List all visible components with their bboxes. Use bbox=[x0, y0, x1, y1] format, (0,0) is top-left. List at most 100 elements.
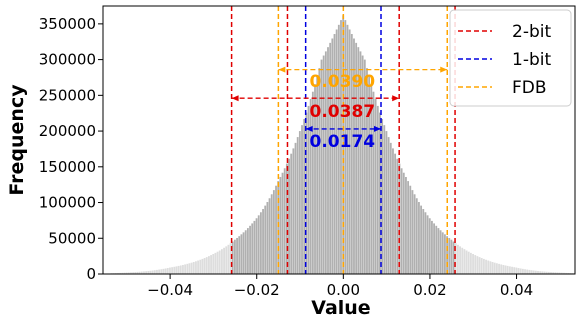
1-bit-arrowhead-right bbox=[374, 125, 382, 132]
histogram-bars bbox=[110, 15, 574, 275]
histogram-bar bbox=[424, 212, 427, 274]
histogram-bar bbox=[158, 269, 161, 274]
histogram-bar bbox=[482, 258, 485, 274]
histogram-bar bbox=[348, 29, 351, 274]
y-axis-title: Frequency bbox=[6, 84, 28, 196]
histogram-bar bbox=[182, 264, 184, 274]
histogram-bar bbox=[236, 237, 238, 274]
histogram-bar bbox=[212, 253, 215, 274]
histogram-bar bbox=[467, 251, 470, 274]
x-axis-ticks: −0.04 −0.02 0.00 0.02 0.04 bbox=[147, 274, 533, 299]
y-tick-label: 50000 bbox=[48, 229, 96, 247]
histogram-bar bbox=[329, 42, 332, 275]
histogram-bar bbox=[392, 148, 394, 274]
histogram-bar bbox=[402, 172, 405, 274]
histogram-bar bbox=[216, 251, 219, 274]
histogram-bar bbox=[372, 91, 375, 274]
histogram-bar bbox=[366, 68, 368, 275]
1-bit-arrowhead-left bbox=[305, 125, 313, 132]
histogram-bar bbox=[444, 234, 446, 274]
histogram-bar bbox=[552, 272, 555, 274]
histogram-bar bbox=[257, 215, 260, 274]
histogram-bar bbox=[231, 241, 234, 274]
histogram-bar bbox=[143, 271, 145, 274]
histogram-bar bbox=[151, 270, 154, 274]
histogram-bar bbox=[485, 259, 487, 274]
FDB-arrowhead-right bbox=[440, 66, 448, 73]
histogram-bar bbox=[450, 239, 453, 274]
histogram-bar bbox=[130, 272, 132, 274]
histogram-bar bbox=[316, 76, 319, 274]
histogram-bar bbox=[461, 247, 464, 274]
range-arrows bbox=[231, 66, 448, 132]
histogram-bar bbox=[409, 185, 412, 274]
histogram-bar bbox=[294, 142, 297, 274]
histogram-bar bbox=[205, 257, 208, 274]
histogram-bar bbox=[153, 270, 156, 274]
histogram-bar bbox=[117, 272, 119, 274]
histogram-bar bbox=[262, 209, 264, 274]
histogram-bar bbox=[268, 198, 271, 274]
histogram-bar bbox=[472, 253, 474, 274]
histogram-bar bbox=[127, 272, 130, 274]
histogram-bar bbox=[119, 272, 122, 274]
histogram-bar bbox=[138, 271, 141, 274]
histogram-bar bbox=[528, 269, 531, 274]
histogram-bar bbox=[171, 267, 174, 274]
histogram-bar bbox=[125, 272, 128, 274]
histogram-bar bbox=[279, 177, 282, 274]
histogram-bar bbox=[411, 190, 414, 274]
histogram-bar bbox=[556, 272, 559, 274]
histogram-bar bbox=[136, 271, 139, 274]
histogram-bar bbox=[322, 55, 325, 274]
range-labels: 0.0387 0.0174 0.0390 bbox=[310, 72, 376, 152]
histogram-bar bbox=[480, 258, 483, 274]
histogram-bar bbox=[541, 271, 544, 274]
histogram-bar bbox=[307, 105, 310, 275]
histogram-bar bbox=[439, 230, 442, 274]
histogram-bar bbox=[275, 185, 277, 274]
histogram-bar bbox=[244, 230, 247, 274]
histogram-bar bbox=[298, 131, 301, 274]
histogram-bar bbox=[418, 202, 420, 274]
histogram-bar bbox=[227, 244, 230, 274]
histogram-bar bbox=[487, 260, 490, 274]
histogram-bar bbox=[359, 51, 362, 274]
x-tick-label: −0.02 bbox=[234, 281, 280, 299]
histogram-bar bbox=[560, 272, 563, 274]
histogram-bar bbox=[396, 158, 399, 274]
histogram-bar bbox=[363, 59, 366, 274]
histogram-bar bbox=[563, 272, 565, 274]
histogram-bar bbox=[184, 264, 187, 274]
histogram-bar bbox=[266, 202, 269, 274]
histogram-bar bbox=[420, 205, 423, 274]
histogram-bar bbox=[519, 268, 522, 274]
histogram-bar bbox=[567, 272, 570, 274]
histogram-bar bbox=[400, 168, 403, 274]
legend-label-1-bit: 1-bit bbox=[512, 50, 551, 70]
histogram-bar bbox=[405, 177, 407, 274]
histogram-bar bbox=[121, 272, 124, 274]
histogram-bar bbox=[534, 270, 537, 274]
histogram-bar bbox=[413, 194, 416, 274]
histogram-bar bbox=[511, 266, 513, 274]
histogram-bar bbox=[383, 125, 386, 275]
x-tick-label: 0.04 bbox=[500, 281, 533, 299]
histogram-bar bbox=[376, 105, 379, 275]
histogram-bar bbox=[238, 236, 241, 274]
histogram-bar bbox=[229, 243, 232, 274]
histogram-bar bbox=[221, 249, 223, 274]
y-tick-label: 350000 bbox=[39, 15, 96, 33]
histogram-bar bbox=[242, 232, 245, 274]
histogram-bar bbox=[530, 270, 533, 274]
histogram-bar bbox=[272, 190, 275, 274]
y-axis-ticks: 0 50000 100000 150000 200000 250000 300000 3500… bbox=[39, 15, 103, 283]
histogram-bar bbox=[394, 153, 397, 274]
y-tick-label: 0 bbox=[86, 265, 96, 283]
histogram-bar bbox=[558, 272, 561, 274]
histogram-bar bbox=[147, 270, 150, 274]
histogram-bar bbox=[428, 218, 431, 274]
histogram-bar bbox=[506, 265, 509, 274]
x-tick-label: 0.02 bbox=[413, 281, 446, 299]
